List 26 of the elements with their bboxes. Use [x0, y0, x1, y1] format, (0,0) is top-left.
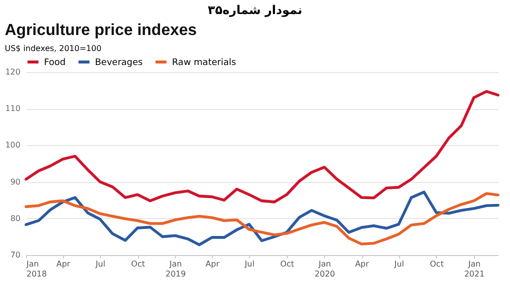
y-tick-label: 70	[10, 250, 20, 260]
y-tick-label: 90	[10, 177, 20, 186]
line-series	[24, 90, 500, 204]
x-tick-label: Apr	[56, 260, 71, 268]
legend-label: Raw materials	[172, 58, 236, 68]
chart-title: Agriculture price indexes	[4, 22, 197, 39]
x-tick-label: Jan 2018	[26, 260, 47, 278]
y-tick-label: 120	[5, 68, 20, 76]
legend-label: Food	[44, 58, 66, 68]
x-tick-label: Jul	[244, 260, 254, 268]
x-tick-label: Jan 2019	[165, 260, 186, 278]
x-tick-label: Oct	[430, 260, 444, 268]
text: نمودار شماره۳۵	[206, 2, 304, 19]
chart-subtitle: US$ indexes, 2010=100	[4, 44, 102, 53]
y-tick-label: 80	[10, 214, 20, 223]
y-tick-label: 110	[5, 104, 20, 114]
x-tick-label: Apr	[206, 260, 220, 268]
x-tick-label: Jan 2021	[464, 260, 485, 278]
x-tick-label: Jan 2020	[314, 260, 335, 278]
x-tick-label: Jul	[94, 260, 106, 268]
legend-label: Beverages	[95, 58, 144, 68]
x-tick-label: Jul	[393, 260, 404, 268]
x-tick-label: Oct	[131, 260, 145, 268]
y-tick-label: 100	[5, 140, 20, 150]
x-tick-label: Oct	[280, 260, 294, 268]
x-tick-label: Apr	[355, 260, 370, 268]
